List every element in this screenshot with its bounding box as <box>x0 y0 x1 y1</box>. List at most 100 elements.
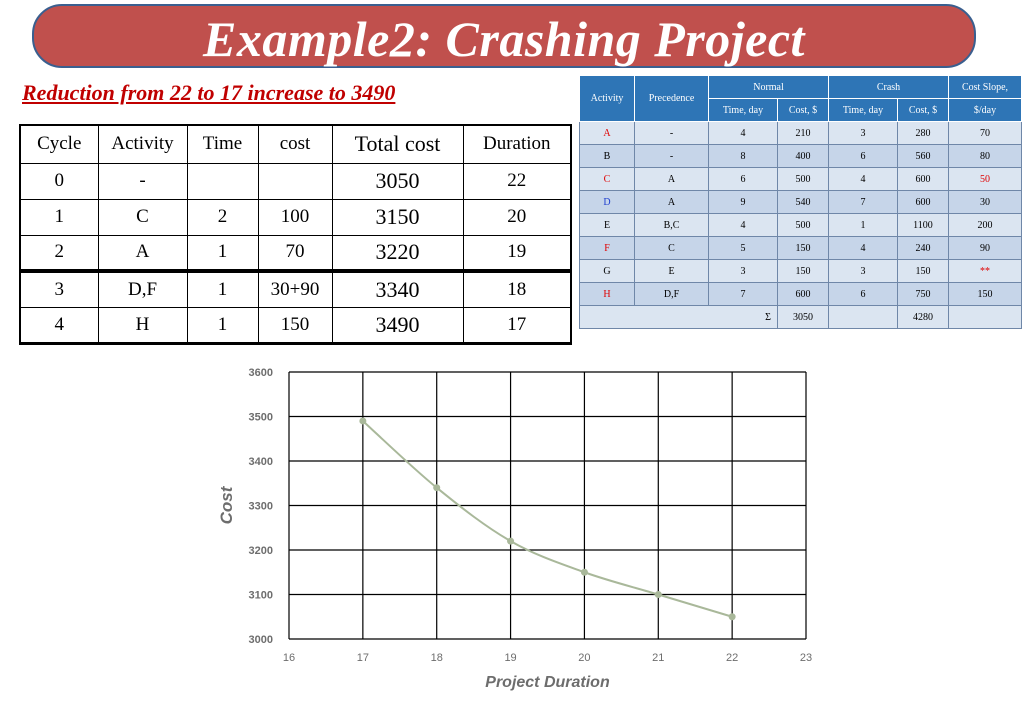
header-slope-unit: $/day <box>948 98 1022 122</box>
table-row: C A 6 500 4 600 50 <box>579 167 1022 191</box>
normal-cost-cell: 150 <box>777 236 829 260</box>
cell: 20 <box>462 198 572 236</box>
header-total-cost: Total cost <box>331 124 464 164</box>
cell: 19 <box>462 234 572 272</box>
chart-ticks: 16 17 18 19 20 21 22 23 3000 3100 3200 3300 3400 3500… <box>249 367 813 664</box>
cell: 3 <box>19 269 99 308</box>
header-cost-slope: Cost Slope, <box>948 75 1022 99</box>
header-normal: Normal <box>708 75 829 99</box>
cell: 3490 <box>331 306 464 345</box>
cell: A <box>97 234 188 272</box>
normal-cost-cell: 210 <box>777 121 829 145</box>
crash-cost-cell: 150 <box>897 259 949 283</box>
data-point <box>433 484 441 492</box>
y-tick-label: 3100 <box>249 590 273 602</box>
crash-time-cell: 4 <box>828 236 898 260</box>
normal-time-cell: 6 <box>708 167 778 191</box>
table-row: B -8 400 6 560 80 <box>579 144 1022 168</box>
precedence-cell: B,C <box>634 213 709 237</box>
header-normal-time: Time, day <box>708 98 778 122</box>
sum-crash-cost: 4280 <box>897 305 949 329</box>
y-tick-label: 3300 <box>249 501 273 513</box>
x-tick-label: 20 <box>578 652 590 664</box>
cell: C <box>97 198 188 236</box>
series-line <box>362 420 733 618</box>
table-subheader-row: Time, day Cost, $ Time, day Cost, $ $/da… <box>580 98 1022 122</box>
y-tick-label: 3500 <box>249 412 273 424</box>
activity-cell: E <box>579 213 635 237</box>
cell: 2 <box>186 198 259 236</box>
cell: 3150 <box>331 198 464 236</box>
sum-symbol: Σ <box>579 305 778 329</box>
table-row: F C 5 150 4 240 90 <box>579 236 1022 260</box>
crash-cost-cell: 600 <box>897 167 949 191</box>
header-precedence: Precedence <box>634 75 709 122</box>
table-row: H D,F 7 600 6 750 150 <box>579 282 1022 306</box>
slide-title: Example2: Crashing Project <box>203 11 805 67</box>
crash-time-cell: 3 <box>828 259 898 283</box>
cost-slope-cell: 30 <box>948 190 1022 214</box>
header-normal-cost: Cost, $ <box>777 98 829 122</box>
precedence-cell: A <box>634 190 709 214</box>
table-row: 0 - 3050 22 <box>19 162 572 200</box>
data-point <box>359 417 367 425</box>
table-row: 1 C 2 100 3150 20 <box>19 198 572 236</box>
header-crash-cost: Cost, $ <box>897 98 949 122</box>
data-point <box>654 591 662 598</box>
activity-cell: D <box>579 190 635 214</box>
x-tick-label: 22 <box>726 652 738 664</box>
normal-cost-cell: 150 <box>777 259 829 283</box>
cell <box>186 162 259 200</box>
header-cycle: Cycle <box>19 124 99 164</box>
x-tick-label: 17 <box>357 652 369 664</box>
crash-time-cell: 1 <box>828 213 898 237</box>
normal-time-cell: 9 <box>708 190 778 214</box>
normal-time-cell: 7 <box>708 282 778 306</box>
cell: 2 <box>19 234 99 272</box>
normal-time-cell: 4 <box>708 213 778 237</box>
cell <box>257 162 333 200</box>
table-row: 3 D,F 1 30+90 3340 18 <box>19 269 572 308</box>
subtitle: Reduction from 22 to 17 increase to 3490 <box>22 80 396 105</box>
crash-time-cell: 6 <box>828 144 898 168</box>
cell: 3050 <box>331 162 464 200</box>
cell: 3220 <box>331 234 464 272</box>
cell: H <box>97 306 188 345</box>
normal-cost-cell: 500 <box>777 167 829 191</box>
chart-grid <box>288 371 807 640</box>
cell: 0 <box>19 162 99 200</box>
x-tick-label: 16 <box>283 652 295 664</box>
normal-time-cell: 3 <box>708 259 778 283</box>
precedence-cell: A <box>634 167 709 191</box>
table-row: D A 9 540 7 600 30 <box>579 190 1022 214</box>
header-time: Time <box>186 124 259 164</box>
cell: 30+90 <box>257 269 333 308</box>
y-tick-label: 3000 <box>249 634 273 646</box>
cell: 150 <box>257 306 333 345</box>
crash-cost-cell: 1100 <box>897 213 949 237</box>
header-activity: Activity <box>97 124 188 164</box>
activity-cell: G <box>579 259 635 283</box>
empty-cell <box>828 305 898 329</box>
crash-cost-cell: 240 <box>897 236 949 260</box>
cell: 3340 <box>331 269 464 308</box>
header-duration: Duration <box>462 124 572 164</box>
data-point <box>507 537 515 545</box>
activity-cell: C <box>579 167 635 191</box>
crash-time-cell: 3 <box>828 121 898 145</box>
y-axis-label: Cost <box>217 485 236 524</box>
normal-time-cell: 4 <box>708 121 778 145</box>
crash-cost-cell: 750 <box>897 282 949 306</box>
crash-time-cell: 4 <box>828 167 898 191</box>
crash-time-cell: 7 <box>828 190 898 214</box>
cell: 100 <box>257 198 333 236</box>
crash-cost-cell: 280 <box>897 121 949 145</box>
activity-cell: B <box>579 144 635 168</box>
table-row: G E 3 150 3 150 ** <box>579 259 1022 283</box>
x-tick-label: 23 <box>800 652 812 664</box>
activity-cell: A <box>579 121 635 145</box>
table-row: A -4 210 3 280 70 <box>579 121 1022 145</box>
crash-cost-cell: 560 <box>897 144 949 168</box>
cell: 22 <box>462 162 572 200</box>
normal-cost-cell: 600 <box>777 282 829 306</box>
